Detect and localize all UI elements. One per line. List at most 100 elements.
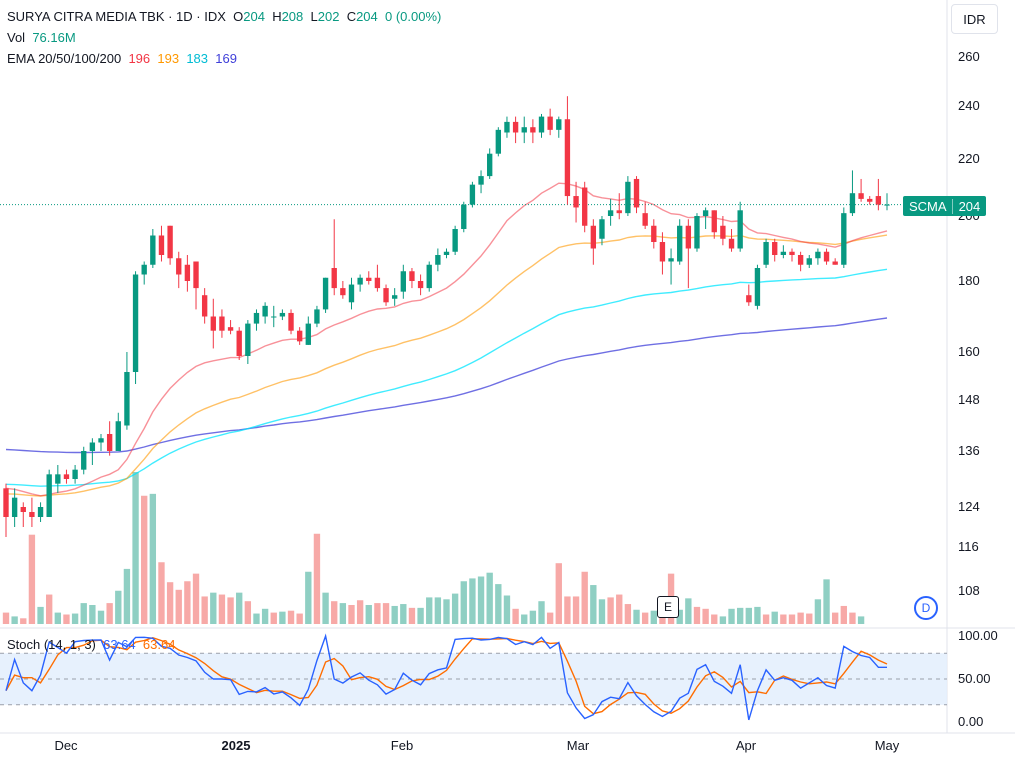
candle-body [797, 255, 804, 265]
candle-body [599, 219, 605, 239]
candle-body [772, 242, 778, 255]
candle-body [590, 225, 597, 249]
price-tick-label: 240 [958, 98, 980, 113]
stoch-axis: 100.00 50.00 0.00 [958, 628, 998, 729]
stoch-d-value: 63.64 [142, 637, 176, 652]
volume-bar [831, 612, 839, 624]
candle-body [227, 327, 234, 331]
candles [3, 96, 890, 537]
volume-bar [348, 605, 355, 624]
ema200-line [5, 317, 888, 454]
ema200-value: 169 [215, 51, 237, 66]
candle-body [607, 210, 614, 216]
ema100-value: 183 [186, 51, 209, 66]
candle-body [348, 284, 355, 303]
candle-body [642, 213, 648, 226]
volume-bar [175, 589, 182, 624]
stoch-k-value: 63.64 [103, 637, 136, 652]
volume-bar [780, 614, 787, 624]
volume-bar [719, 616, 727, 624]
candle-body [417, 281, 424, 289]
ema50-value: 193 [157, 51, 180, 66]
volume-bar [693, 606, 701, 624]
candle-body [841, 213, 847, 265]
last-price-tag: SCMA 204 [903, 196, 987, 216]
symbol-title: SURYA CITRA MEDIA TBK · 1D · IDX [7, 9, 226, 24]
candle-body [357, 277, 363, 285]
candle-body [625, 181, 631, 214]
volume-bar [63, 614, 70, 624]
candle-body [271, 316, 277, 318]
candle-body [46, 474, 52, 517]
volume-bar [244, 601, 252, 624]
volume-bar [236, 592, 243, 624]
volume-bar [365, 605, 372, 624]
price-tick-label: 116 [958, 539, 979, 554]
candle-body [262, 305, 268, 317]
volume-bar [590, 585, 597, 624]
candle-body [296, 330, 303, 342]
candle-body [659, 242, 666, 262]
stoch-label: Stoch (14, 1, 3) [7, 637, 96, 652]
volume-bar [797, 612, 804, 624]
currency-button[interactable]: IDR [951, 4, 998, 34]
volume-bar [546, 612, 554, 624]
candle-body [685, 225, 692, 249]
candle-body [340, 288, 346, 296]
price-tick-label: 148 [958, 392, 980, 407]
high-value: 208 [281, 9, 304, 24]
time-tick-label: Mar [567, 738, 590, 753]
candle-body [633, 178, 640, 208]
earnings-icon[interactable]: E [657, 596, 679, 618]
ema100-line [5, 268, 888, 487]
candle-body [11, 497, 18, 517]
time-tick-label: 2025 [222, 738, 251, 753]
candle-body [72, 469, 78, 479]
volume-bar [823, 579, 830, 624]
candle-body [763, 242, 769, 265]
candle-body [3, 488, 9, 517]
volume-bar [46, 594, 53, 624]
volume-bar [728, 608, 735, 624]
price-tag-value: 204 [951, 198, 987, 214]
candle-body [124, 372, 130, 426]
candle-body [167, 225, 173, 259]
candle-body [702, 210, 709, 216]
candle-body [331, 268, 337, 289]
candle-body [219, 316, 225, 331]
candle-body [383, 288, 389, 303]
candle-body [556, 119, 562, 130]
price-tick-label: 136 [958, 443, 980, 458]
candle-body [737, 210, 743, 249]
volume-bar [633, 609, 640, 624]
candle-body [884, 204, 890, 206]
volume-bar [754, 606, 761, 624]
volume-bar [331, 601, 338, 624]
volume-bar [28, 534, 36, 624]
candle-body [305, 323, 311, 345]
volume-bar [149, 493, 157, 624]
candle-body [478, 176, 484, 185]
volume-bar [184, 581, 191, 624]
time-tick-label: Feb [391, 738, 413, 753]
volume-bar [37, 606, 44, 624]
volume-bar [106, 603, 113, 624]
volume-bar [382, 603, 390, 624]
candle-body [823, 251, 830, 262]
volume-bar [253, 613, 260, 624]
open-label: O [233, 9, 244, 24]
volume-bar [529, 610, 537, 624]
volume-bar [641, 612, 649, 624]
candle-body [288, 312, 294, 331]
volume-bar [581, 571, 588, 624]
candle-body [158, 235, 165, 255]
dividend-icon[interactable]: D [914, 596, 938, 620]
candle-body [37, 507, 44, 517]
open-value: 204 [243, 9, 265, 24]
time-tick-label: Dec [54, 738, 78, 753]
candle-body [677, 225, 683, 262]
volume-bar [270, 612, 277, 624]
candle-body [106, 434, 113, 451]
volume-bar [166, 582, 174, 624]
